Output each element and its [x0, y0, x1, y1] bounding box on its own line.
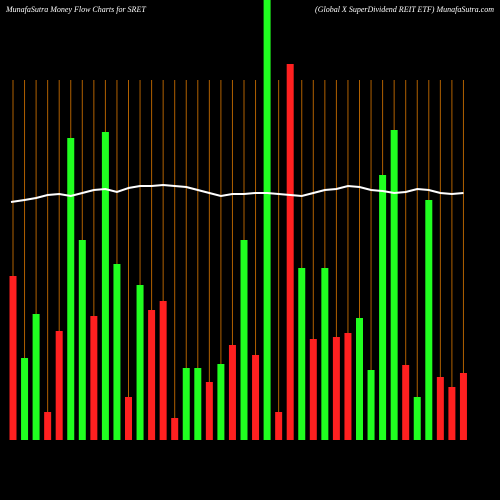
bar [413, 397, 421, 440]
bar [228, 345, 236, 440]
bar [356, 318, 363, 440]
bar [171, 418, 179, 440]
bar [9, 276, 17, 440]
bar [55, 331, 63, 440]
bar [136, 285, 144, 440]
bar [78, 240, 86, 440]
bar [182, 368, 190, 440]
bar [275, 412, 283, 440]
bar [263, 0, 271, 440]
bar [194, 368, 202, 440]
bar [367, 370, 375, 440]
bar [390, 130, 398, 440]
chart-subtitle: (Global X SuperDividend REIT ETF) Munafa… [315, 5, 494, 14]
bar [321, 268, 329, 440]
bar [217, 364, 225, 440]
bar [344, 333, 352, 440]
bar [205, 382, 213, 440]
bar [113, 264, 121, 440]
bar [67, 138, 75, 440]
bar [240, 240, 248, 440]
bar [159, 301, 167, 440]
bar [402, 365, 410, 440]
money-flow-line [10, 183, 464, 203]
bar [448, 387, 456, 440]
bar [379, 175, 387, 440]
bar [90, 316, 98, 440]
bar [32, 314, 40, 440]
bar [436, 377, 444, 440]
bar [459, 373, 467, 440]
bar [286, 64, 294, 440]
bar [148, 310, 156, 440]
bar [309, 339, 317, 440]
bar [298, 268, 306, 440]
chart-title: MunafaSutra Money Flow Charts for SRET [5, 5, 146, 14]
bar [252, 355, 260, 440]
bar [21, 358, 29, 440]
bar [332, 337, 340, 440]
bar [44, 412, 52, 440]
bar [101, 132, 109, 440]
bar [125, 397, 132, 440]
bar [425, 200, 433, 440]
